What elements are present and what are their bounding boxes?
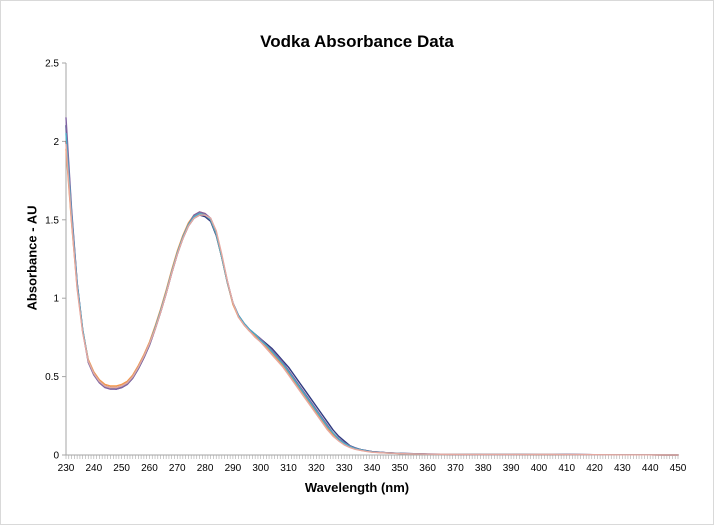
series-line-1 <box>65 125 679 456</box>
x-tick-label: 300 <box>252 463 269 474</box>
axes: 0 0.5 1 1.5 2 2.5 230 240 250 260 270 280 290 300 310 3… <box>45 59 687 475</box>
x-tick-label: 320 <box>308 463 325 474</box>
y-tick-label: 0 <box>53 451 59 462</box>
series-line-4 <box>65 117 679 456</box>
x-tick-label: 290 <box>225 463 242 474</box>
x-tick-label: 380 <box>475 463 492 474</box>
y-tick-label: 1 <box>53 294 59 305</box>
chart-title: Vodka Absorbance Data <box>260 32 454 51</box>
x-tick-label: 430 <box>614 463 631 474</box>
series-layer <box>65 117 679 456</box>
x-tick-label: 360 <box>419 463 436 474</box>
x-tick-label: 440 <box>642 463 659 474</box>
series-line-3 <box>65 148 679 456</box>
x-tick-label: 230 <box>58 463 75 474</box>
y-tick-label: 2.5 <box>45 59 59 70</box>
x-tick-label: 370 <box>447 463 464 474</box>
x-tick-label: 340 <box>364 463 381 474</box>
x-tick-label: 330 <box>336 463 353 474</box>
series-line-5 <box>65 132 679 456</box>
x-axis-label: Wavelength (nm) <box>304 480 410 495</box>
x-tick-label: 420 <box>586 463 603 474</box>
y-tick-label: 2 <box>53 137 59 148</box>
x-tick-label: 280 <box>197 463 214 474</box>
x-tick-label: 270 <box>169 463 186 474</box>
x-tick-label: 240 <box>85 463 102 474</box>
series-line-2 <box>65 140 679 456</box>
x-tick-label: 250 <box>113 463 130 474</box>
y-tick-label: 0.5 <box>45 372 59 383</box>
y-tick-label: 1.5 <box>45 215 59 226</box>
x-tick-label: 350 <box>391 463 408 474</box>
series-line-6 <box>65 143 679 456</box>
x-tick-label: 410 <box>558 463 575 474</box>
x-tick-label: 400 <box>531 463 548 474</box>
x-tick-label: 260 <box>141 463 158 474</box>
x-tick-label: 390 <box>503 463 520 474</box>
x-tick-label: 450 <box>670 463 687 474</box>
x-tick-label: 310 <box>280 463 297 474</box>
